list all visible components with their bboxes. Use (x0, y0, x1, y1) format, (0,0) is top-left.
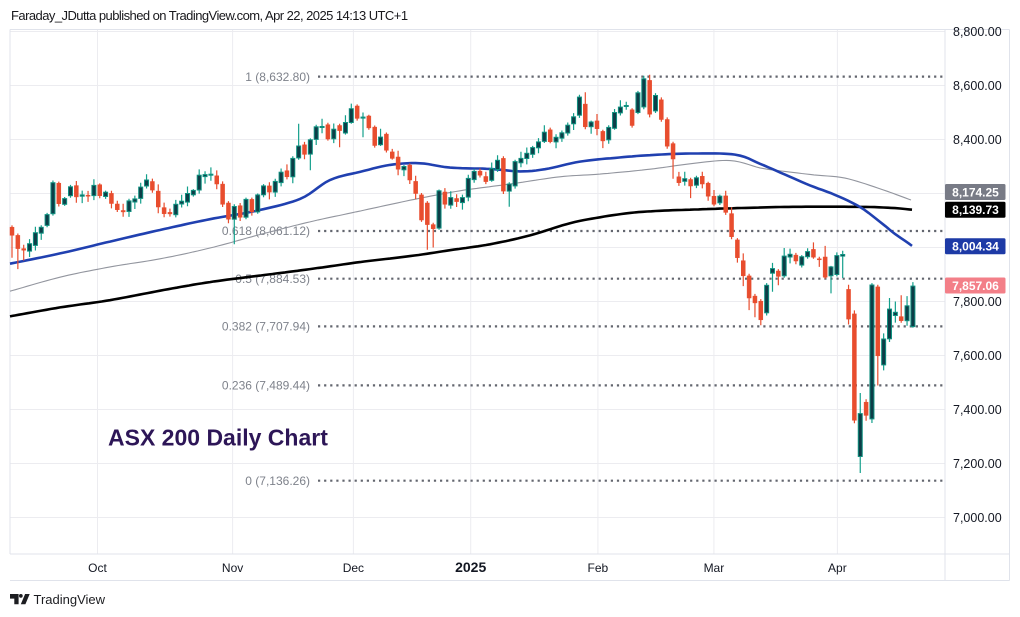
svg-text:7,200.00: 7,200.00 (953, 457, 1002, 471)
svg-text:7,800.00: 7,800.00 (953, 295, 1002, 309)
svg-text:0.382 (7,707.94): 0.382 (7,707.94) (222, 320, 310, 334)
svg-text:1 (8,632.80): 1 (8,632.80) (245, 70, 310, 84)
svg-text:ASX 200 Daily Chart: ASX 200 Daily Chart (108, 425, 328, 451)
svg-text:Dec: Dec (343, 561, 364, 575)
svg-text:7,400.00: 7,400.00 (953, 403, 1002, 417)
svg-text:8,800.00: 8,800.00 (953, 25, 1002, 39)
svg-text:7,600.00: 7,600.00 (953, 349, 1002, 363)
svg-text:8,174.25: 8,174.25 (952, 185, 999, 199)
svg-text:Feb: Feb (588, 561, 609, 575)
svg-text:Mar: Mar (704, 561, 725, 575)
svg-text:7,857.06: 7,857.06 (952, 279, 999, 293)
svg-text:0.618 (8,061.12): 0.618 (8,061.12) (222, 224, 310, 238)
svg-text:8,400.00: 8,400.00 (953, 133, 1002, 147)
svg-text:7,000.00: 7,000.00 (953, 511, 1002, 525)
svg-text:Nov: Nov (222, 561, 243, 575)
svg-text:TradingView: TradingView (34, 592, 106, 607)
svg-text:Faraday_JDutta published on Tr: Faraday_JDutta published on TradingView.… (11, 8, 408, 23)
svg-text:2025: 2025 (455, 559, 486, 575)
svg-text:8,139.73: 8,139.73 (952, 203, 999, 217)
svg-text:0.236 (7,489.44): 0.236 (7,489.44) (222, 379, 310, 393)
svg-text:8,600.00: 8,600.00 (953, 79, 1002, 93)
svg-text:Apr: Apr (828, 561, 847, 575)
svg-text:0 (7,136.26): 0 (7,136.26) (245, 474, 310, 488)
svg-text:8,004.34: 8,004.34 (952, 240, 999, 254)
svg-text:Oct: Oct (88, 561, 107, 575)
